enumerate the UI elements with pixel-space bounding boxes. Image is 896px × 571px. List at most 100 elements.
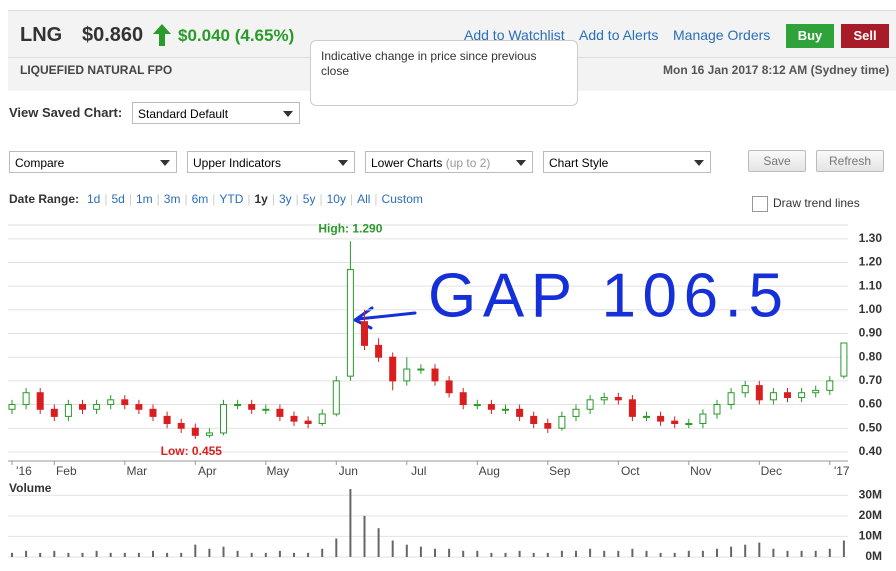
candle-body <box>713 404 721 415</box>
range-list: 1d | 5d | 1m | 3m | 6m | YTD | 1y | 3y | 5y | 10y | All | Cust… <box>87 192 423 206</box>
volume-bar <box>575 550 577 557</box>
range-link[interactable]: All <box>357 192 371 206</box>
volume-bar <box>786 550 789 557</box>
volume-bar <box>701 550 704 557</box>
candle-body <box>290 415 298 422</box>
dropdown[interactable]: Compare <box>9 151 177 173</box>
candle-body <box>22 392 30 406</box>
range-link[interactable]: Custom <box>381 192 423 206</box>
symbol: LNG <box>20 24 63 46</box>
buy-button[interactable]: Buy <box>786 24 834 48</box>
checkbox-label: Draw trend lines <box>773 196 860 210</box>
volume-bar <box>123 552 126 557</box>
candle-body <box>614 396 622 401</box>
candle-body <box>121 399 129 406</box>
range-link[interactable]: 1d <box>87 192 101 206</box>
candle-body <box>699 413 707 424</box>
checkbox[interactable] <box>752 196 768 212</box>
volume-bar <box>391 540 394 557</box>
volume-bar <box>546 552 549 557</box>
range-link[interactable]: YTD <box>219 192 244 206</box>
candle-body <box>558 415 566 429</box>
volume-bar <box>490 552 493 557</box>
volume-bar <box>25 550 28 557</box>
dropdown[interactable]: Chart Style <box>543 151 711 173</box>
candle-body <box>431 368 439 382</box>
candle-body <box>248 404 256 410</box>
candle-body <box>643 415 650 418</box>
volume-bar <box>617 550 620 557</box>
range-link[interactable]: 1m <box>135 192 153 206</box>
save-button[interactable]: Save <box>748 150 806 172</box>
link[interactable]: Manage Orders <box>673 27 771 43</box>
candle-body <box>628 399 636 417</box>
y-tick-label: 30M <box>859 487 882 501</box>
separator: | <box>128 192 132 206</box>
volume-bar <box>335 538 338 557</box>
volume-bar <box>758 542 761 557</box>
candle-body <box>163 415 171 424</box>
candle-body <box>36 392 44 410</box>
candle-body <box>530 415 538 424</box>
x-tick-label: May <box>266 464 289 478</box>
volume-bar <box>772 548 775 557</box>
volume-bar <box>842 540 845 557</box>
candle-body <box>64 404 72 417</box>
separator: | <box>374 192 378 206</box>
volume-bar <box>448 548 451 557</box>
y-tick-label: 20M <box>859 508 882 522</box>
separator: | <box>104 192 108 206</box>
volume-bar <box>659 552 662 557</box>
volume-bar <box>560 550 563 557</box>
candle-body <box>135 404 143 410</box>
x-tick-label: Jul <box>411 464 426 478</box>
y-tick-label: 0.70 <box>859 373 883 387</box>
range-link[interactable]: 3m <box>163 192 181 206</box>
volume-bar <box>278 550 281 557</box>
separator: | <box>349 192 354 206</box>
range-link[interactable]: 10y <box>326 192 346 206</box>
candle-body <box>389 356 397 382</box>
dropdown[interactable]: Upper Indicators <box>187 151 355 173</box>
dropdown-text: Lower Charts <box>371 156 443 170</box>
volume-bar <box>222 546 225 557</box>
y-tick-label: 1.30 <box>859 231 883 245</box>
link[interactable]: Add to Alerts <box>579 27 659 43</box>
candle-body <box>332 380 340 415</box>
price: $0.860 <box>82 24 144 46</box>
candle-body <box>727 392 735 406</box>
candle-body <box>671 420 679 424</box>
candle-body <box>769 392 777 401</box>
dropdown[interactable]: Lower Charts (up to 2) <box>365 151 533 173</box>
candle-body <box>234 404 242 407</box>
x-tick-label: Apr <box>198 464 217 478</box>
dropdown[interactable]: Standard Default <box>132 102 300 124</box>
x-tick-label: Aug <box>479 464 500 478</box>
refresh-button[interactable]: Refresh <box>816 150 884 172</box>
separator: | <box>271 192 275 206</box>
candle-body <box>417 368 425 371</box>
volume-bar <box>307 552 310 557</box>
range-link[interactable]: 5y <box>302 192 316 206</box>
range-link[interactable]: 3y <box>278 192 292 206</box>
range-link[interactable]: 1y <box>254 192 268 206</box>
candle-body <box>685 422 693 425</box>
candle-body <box>93 404 101 410</box>
x-tick-label: '17 <box>834 464 850 478</box>
x-tick-label: '16 <box>16 464 32 478</box>
link[interactable]: Add to Watchlist <box>464 27 565 43</box>
range-link[interactable]: 6m <box>191 192 209 206</box>
volume-bar <box>194 544 197 557</box>
sell-button[interactable]: Sell <box>841 24 889 48</box>
volume-bar <box>631 548 634 557</box>
tooltip: Indicative change in price since previou… <box>310 40 578 106</box>
candle-body <box>741 385 749 394</box>
company: LIQUEFIED NATURAL FPO <box>20 63 173 77</box>
volume-bar <box>589 548 592 557</box>
volume-bar <box>716 548 718 557</box>
volume-bar <box>476 550 479 557</box>
volume-bar <box>166 552 169 557</box>
range-link[interactable]: 5d <box>111 192 125 206</box>
volume-bar <box>405 544 408 557</box>
